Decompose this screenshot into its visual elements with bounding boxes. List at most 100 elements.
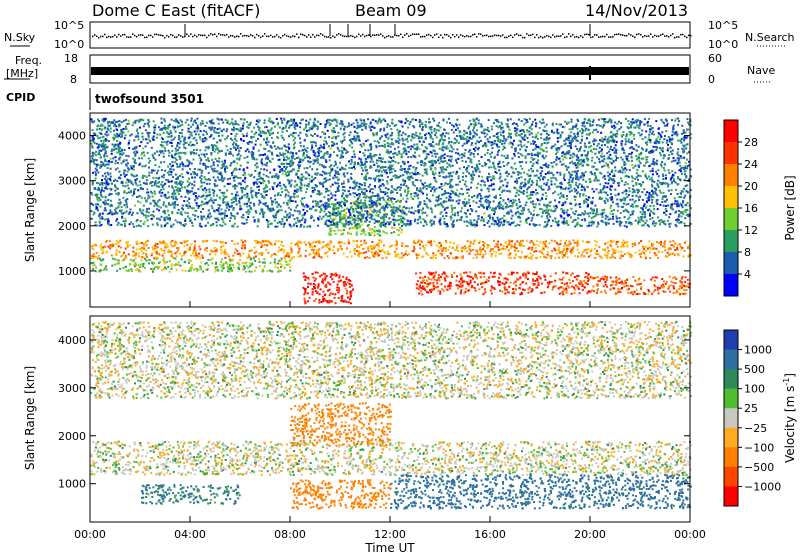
data-cell: [277, 240, 280, 243]
noise-sample: [676, 36, 678, 38]
data-cell: [367, 224, 370, 226]
data-cell: [620, 205, 623, 208]
data-cell: [408, 210, 410, 213]
data-cell: [386, 180, 389, 182]
noise-sample: [518, 34, 520, 37]
data-cell: [210, 258, 212, 261]
data-cell: [253, 246, 256, 249]
data-cell: [673, 178, 675, 181]
data-cell: [328, 299, 331, 302]
data-cell: [176, 125, 179, 128]
data-cell: [516, 124, 519, 127]
data-cell: [473, 287, 476, 290]
data-cell: [160, 161, 163, 164]
data-cell: [430, 288, 433, 291]
data-cell: [527, 291, 530, 294]
data-cell: [251, 262, 254, 265]
data-cell: [573, 288, 576, 291]
data-cell: [91, 151, 94, 154]
data-cell: [342, 225, 345, 228]
data-cell: [183, 245, 186, 248]
data-cell: [197, 268, 200, 271]
data-cell: [350, 158, 353, 161]
data-cell: [289, 269, 292, 272]
data-cell: [677, 215, 680, 218]
data-cell: [120, 206, 123, 209]
data-cell: [326, 301, 329, 304]
data-cell: [303, 293, 306, 296]
data-cell: [335, 224, 338, 227]
data-cell: [569, 161, 572, 164]
data-cell: [578, 195, 581, 198]
data-cell: [405, 185, 408, 188]
data-cell: [377, 248, 380, 251]
data-cell: [439, 247, 442, 250]
noise-sample: [400, 33, 402, 36]
data-cell: [224, 241, 227, 244]
data-cell: [147, 239, 149, 242]
data-cell: [473, 125, 476, 128]
data-cell: [423, 203, 426, 205]
data-cell: [628, 216, 631, 219]
data-cell: [406, 146, 409, 149]
data-cell: [426, 283, 429, 286]
data-cell: [678, 169, 681, 172]
data-cell: [422, 224, 425, 227]
data-cell: [332, 211, 334, 214]
data-cell: [215, 261, 218, 264]
data-cell: [499, 131, 502, 134]
data-cell: [170, 173, 173, 176]
freq-tick-top: 18: [64, 52, 78, 65]
data-cell: [612, 240, 615, 243]
data-cell: [145, 240, 148, 243]
data-cell: [413, 248, 416, 251]
noise-sample: [140, 34, 142, 36]
data-cell: [574, 164, 577, 167]
data-cell: [659, 181, 662, 184]
data-cell: [312, 249, 315, 252]
data-cell: [350, 216, 353, 219]
data-cell: [91, 129, 94, 131]
data-cell: [392, 203, 395, 206]
data-cell: [622, 202, 625, 205]
data-cell: [179, 241, 182, 244]
data-cell: [236, 242, 239, 245]
data-cell: [566, 272, 569, 275]
data-cell: [531, 246, 534, 249]
data-cell: [213, 250, 216, 253]
data-cell: [461, 281, 464, 284]
data-cell: [514, 225, 517, 227]
data-cell: [308, 174, 311, 177]
data-cell: [341, 297, 344, 300]
data-cell: [118, 198, 121, 201]
data-cell: [352, 226, 355, 229]
data-cell: [521, 251, 524, 254]
data-cell: [327, 199, 330, 202]
data-cell: [463, 245, 466, 248]
data-cell: [375, 203, 378, 206]
data-cell: [481, 256, 484, 259]
data-cell: [504, 172, 507, 174]
noise-sample: [374, 34, 376, 37]
data-cell: [148, 166, 150, 169]
data-cell: [460, 219, 463, 221]
data-cell: [538, 250, 541, 253]
data-cell: [397, 162, 400, 164]
data-cell: [521, 239, 524, 242]
noise-sample: [302, 33, 304, 36]
data-cell: [239, 206, 242, 209]
data-cell: [526, 137, 529, 139]
data-cell: [523, 245, 525, 248]
data-cell: [99, 245, 102, 248]
data-cell: [198, 252, 201, 255]
data-cell: [345, 276, 348, 279]
data-cell: [364, 202, 367, 205]
data-cell: [252, 152, 255, 154]
data-cell: [489, 153, 492, 156]
data-cell: [106, 167, 109, 169]
data-cell: [502, 131, 505, 134]
data-cell: [163, 118, 166, 121]
data-cell: [212, 137, 215, 140]
data-cell: [520, 281, 523, 284]
data-cell: [635, 144, 638, 147]
